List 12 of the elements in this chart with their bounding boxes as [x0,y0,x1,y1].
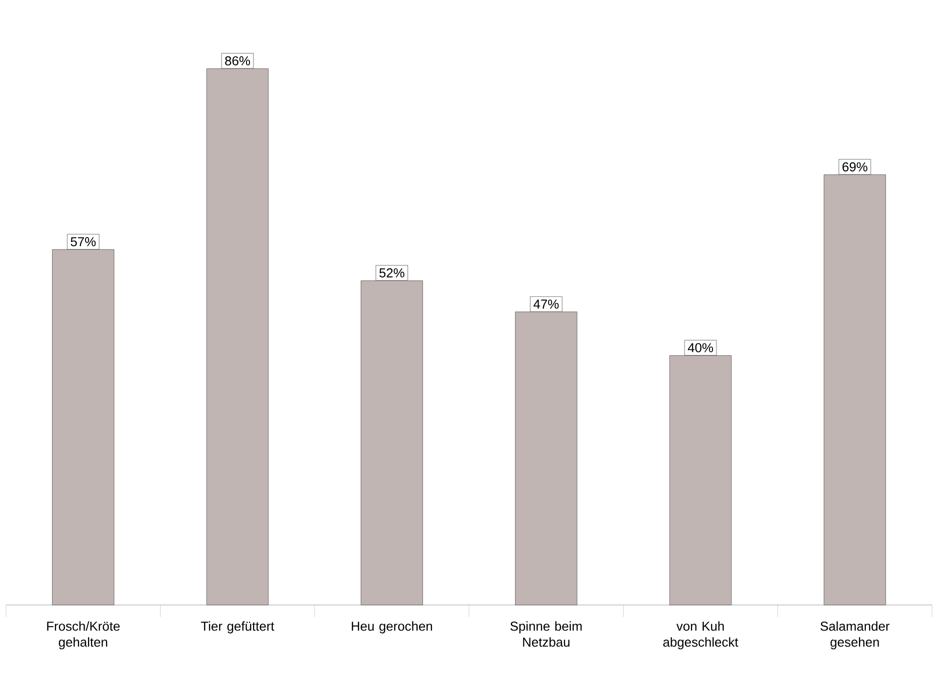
data-label: 69% [842,162,868,172]
data-label: 47% [534,300,559,309]
x-tick-label: Salamander gesehen [820,621,890,650]
data-label: 52% [379,268,404,278]
x-tick-label: Frosch/Kröte gehalten [47,621,120,650]
x-tick-label: von Kuh abgeschleckt [663,621,738,650]
data-label: 86% [225,56,250,66]
x-tick-label: Tier gefüttert [200,621,274,634]
x-tick-label: Heu gerochen [352,621,432,634]
data-label: 40% [688,343,714,352]
data-label: 57% [70,237,96,246]
x-tick-label: Spinne beim Netzbau [510,621,582,647]
